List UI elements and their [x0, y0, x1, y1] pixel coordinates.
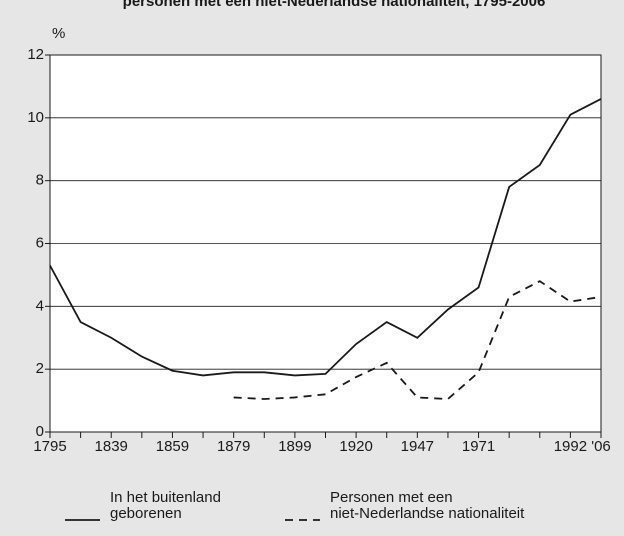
x-tick-label: 1920: [339, 438, 372, 455]
y-tick-label: 8: [36, 172, 44, 189]
line-series: [233, 280, 602, 400]
x-tick-label: 1971: [462, 438, 495, 455]
y-tick-label: 0: [36, 423, 44, 440]
x-tick-label: 1899: [278, 438, 311, 455]
y-tick-label: 6: [36, 234, 44, 251]
y-tick-label: 4: [36, 297, 44, 314]
x-tick-label: 1992: [554, 438, 587, 455]
line-series: [49, 98, 602, 377]
y-tick-label: 2: [36, 360, 44, 377]
y-tick-label: 10: [27, 109, 44, 126]
legend-label: In het buitenland geborenen: [110, 489, 221, 522]
chart-title: personen met een niet-Nederlandse nation…: [123, 0, 546, 10]
x-tick-label: 1879: [217, 438, 250, 455]
y-axis-label: %: [52, 25, 65, 42]
x-tick-label: '06: [591, 438, 611, 455]
x-tick-label: 1947: [401, 438, 434, 455]
legend-label: Personen met een niet-Nederlandse nationa…: [330, 489, 525, 522]
y-tick-label: 12: [27, 46, 44, 63]
legend: In het buitenland geborenen Personen met e…: [65, 489, 525, 522]
x-tick-label: 1795: [33, 438, 66, 455]
x-tick-label: 1859: [156, 438, 189, 455]
x-tick-label: 1839: [95, 438, 128, 455]
